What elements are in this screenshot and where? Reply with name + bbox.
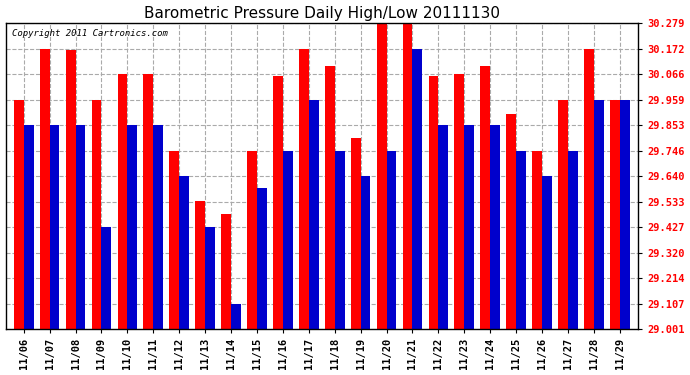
Bar [351, 138, 361, 329]
Bar [179, 176, 189, 329]
Bar [455, 74, 464, 329]
Bar [75, 125, 86, 329]
Bar [153, 125, 163, 329]
Bar [273, 75, 283, 329]
Bar [361, 176, 371, 329]
Bar [128, 125, 137, 329]
Bar [532, 151, 542, 329]
Bar [325, 66, 335, 329]
Title: Barometric Pressure Daily High/Low 20111130: Barometric Pressure Daily High/Low 20111… [144, 6, 500, 21]
Bar [23, 125, 34, 329]
Bar [169, 151, 179, 329]
Text: Copyright 2011 Cartronics.com: Copyright 2011 Cartronics.com [12, 29, 168, 38]
Bar [413, 49, 422, 329]
Bar [247, 151, 257, 329]
Bar [402, 23, 413, 329]
Bar [377, 23, 386, 329]
Bar [428, 75, 438, 329]
Bar [542, 176, 552, 329]
Bar [231, 304, 241, 329]
Bar [480, 66, 490, 329]
Bar [594, 100, 604, 329]
Bar [144, 74, 153, 329]
Bar [568, 151, 578, 329]
Bar [584, 49, 594, 329]
Bar [516, 151, 526, 329]
Bar [620, 100, 629, 329]
Bar [610, 99, 620, 329]
Bar [299, 49, 309, 329]
Bar [14, 99, 23, 329]
Bar [506, 114, 516, 329]
Bar [92, 99, 101, 329]
Bar [101, 227, 111, 329]
Bar [40, 49, 50, 329]
Bar [386, 151, 396, 329]
Bar [50, 125, 59, 329]
Bar [438, 125, 449, 329]
Bar [205, 227, 215, 329]
Bar [464, 125, 474, 329]
Bar [66, 50, 75, 329]
Bar [195, 201, 205, 329]
Bar [257, 188, 267, 329]
Bar [558, 99, 568, 329]
Bar [490, 125, 500, 329]
Bar [283, 151, 293, 329]
Bar [335, 151, 344, 329]
Bar [221, 214, 231, 329]
Bar [117, 74, 128, 329]
Bar [309, 100, 319, 329]
